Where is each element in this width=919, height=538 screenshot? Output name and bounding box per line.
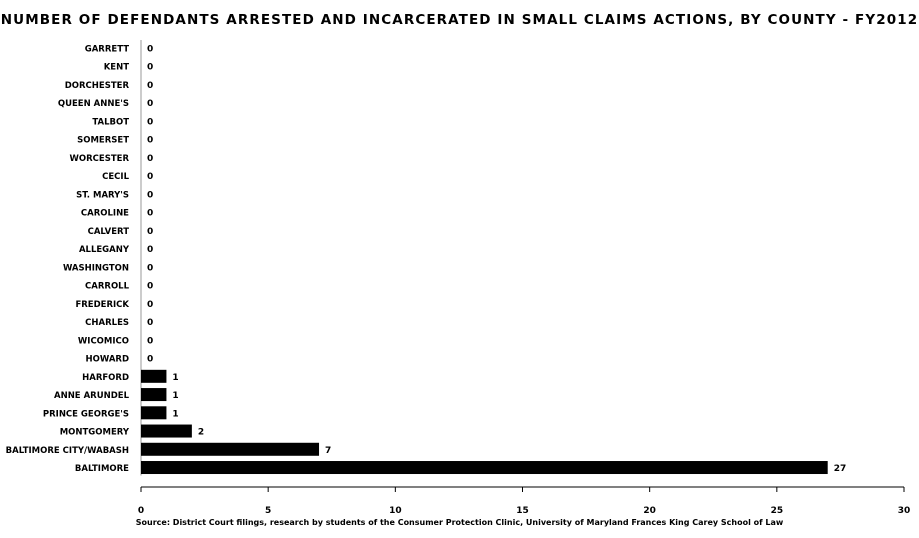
x-tick-label: 15 bbox=[516, 506, 529, 516]
data-label: 1 bbox=[172, 373, 178, 383]
category-label: TALBOT bbox=[92, 117, 129, 127]
data-label: 27 bbox=[834, 464, 847, 474]
data-label: 0 bbox=[147, 245, 153, 255]
data-label: 0 bbox=[147, 172, 153, 182]
x-tick-label: 0 bbox=[138, 506, 144, 516]
category-label: ANNE ARUNDEL bbox=[54, 391, 130, 401]
category-label: PRINCE GEORGE'S bbox=[43, 409, 129, 419]
data-label: 0 bbox=[147, 300, 153, 310]
category-label: FREDERICK bbox=[75, 300, 129, 310]
category-label: DORCHESTER bbox=[65, 81, 130, 91]
data-label: 7 bbox=[325, 446, 331, 456]
bar bbox=[141, 424, 192, 438]
category-label: HARFORD bbox=[82, 373, 129, 383]
data-label: 0 bbox=[147, 154, 153, 164]
data-label: 0 bbox=[147, 282, 153, 292]
data-label: 0 bbox=[147, 227, 153, 237]
bar bbox=[141, 369, 167, 383]
category-label: BALTIMORE bbox=[75, 464, 129, 474]
category-label: CAROLINE bbox=[81, 209, 129, 219]
category-label: CALVERT bbox=[88, 227, 130, 237]
data-label: 0 bbox=[147, 45, 153, 55]
data-label: 0 bbox=[147, 209, 153, 219]
bar bbox=[141, 442, 320, 456]
data-label: 1 bbox=[172, 391, 178, 401]
bar bbox=[141, 461, 828, 475]
data-label: 0 bbox=[147, 318, 153, 328]
category-label: HOWARD bbox=[85, 355, 129, 365]
category-label: CHARLES bbox=[85, 318, 129, 328]
category-label: KENT bbox=[104, 63, 130, 73]
x-tick-label: 10 bbox=[389, 506, 402, 516]
x-tick-label: 25 bbox=[771, 506, 784, 516]
x-tick-label: 20 bbox=[643, 506, 656, 516]
x-tick-label: 5 bbox=[265, 506, 271, 516]
category-label: QUEEN ANNE'S bbox=[58, 99, 129, 109]
category-label: SOMERSET bbox=[77, 136, 129, 146]
data-label: 0 bbox=[147, 99, 153, 109]
data-label: 0 bbox=[147, 190, 153, 200]
category-label: WORCESTER bbox=[70, 154, 130, 164]
data-label: 0 bbox=[147, 63, 153, 73]
category-label: ALLEGANY bbox=[79, 245, 130, 255]
category-label: CARROLL bbox=[85, 282, 130, 292]
data-label: 1 bbox=[172, 409, 178, 419]
data-label: 0 bbox=[147, 263, 153, 273]
data-label: 0 bbox=[147, 136, 153, 146]
category-label: CECIL bbox=[102, 172, 129, 182]
data-label: 0 bbox=[147, 336, 153, 346]
bar bbox=[141, 406, 167, 420]
category-label: WICOMICO bbox=[78, 336, 129, 346]
category-label: MONTGOMERY bbox=[60, 428, 130, 438]
category-label: BALTIMORE CITY/WABASH bbox=[6, 446, 129, 456]
data-label: 0 bbox=[147, 117, 153, 127]
category-label: ST. MARY'S bbox=[76, 190, 129, 200]
data-label: 0 bbox=[147, 81, 153, 91]
data-label: 0 bbox=[147, 355, 153, 365]
category-label: GARRETT bbox=[85, 45, 129, 55]
x-tick-label: 30 bbox=[898, 506, 911, 516]
source-note: Source: District Court filings, research… bbox=[135, 518, 784, 527]
bar bbox=[141, 388, 167, 402]
category-label: WASHINGTON bbox=[63, 263, 129, 273]
data-label: 2 bbox=[198, 428, 204, 438]
chart-title: NUMBER OF DEFENDANTS ARRESTED AND INCARC… bbox=[0, 12, 919, 28]
